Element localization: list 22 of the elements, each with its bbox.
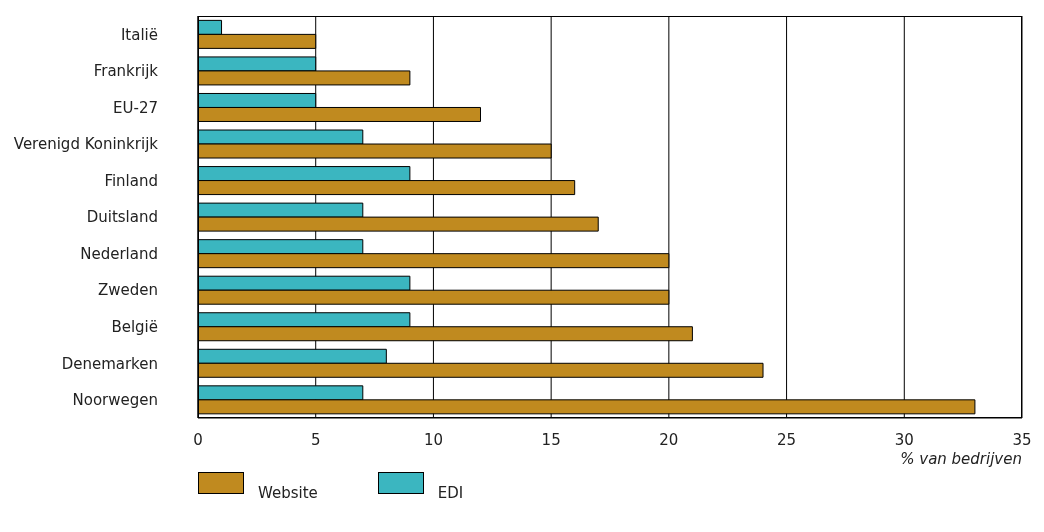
y-tick-label: Denemarken xyxy=(61,354,158,373)
x-tick-label: 20 xyxy=(659,430,679,449)
legend-label: Website xyxy=(258,484,318,502)
y-tick-label: Italië xyxy=(120,25,158,44)
y-tick-label: Nederland xyxy=(80,244,158,263)
x-tick-label: 15 xyxy=(541,430,561,449)
y-tick-label: Frankrijk xyxy=(93,62,159,81)
y-tick-label: Verenigd Koninkrijk xyxy=(13,135,159,154)
x-tick-label: 5 xyxy=(310,430,321,449)
legend-label: EDI xyxy=(437,484,464,502)
y-tick-label: EU-27 xyxy=(113,98,158,117)
x-tick-label: 30 xyxy=(894,430,914,449)
y-tick-label: Finland xyxy=(104,171,158,190)
x-tick-label: 10 xyxy=(423,430,443,449)
x-tick-label: 25 xyxy=(777,430,797,449)
y-tick-label: Duitsland xyxy=(86,208,158,227)
x-axis-title: % van bedrijven xyxy=(899,450,1023,468)
x-tick-label: 0 xyxy=(193,430,203,449)
y-tick-label: Noorwegen xyxy=(72,391,158,410)
y-tick-label: België xyxy=(111,317,158,336)
y-tick-label: Zweden xyxy=(97,281,158,300)
x-tick-label: 35 xyxy=(1012,430,1032,449)
